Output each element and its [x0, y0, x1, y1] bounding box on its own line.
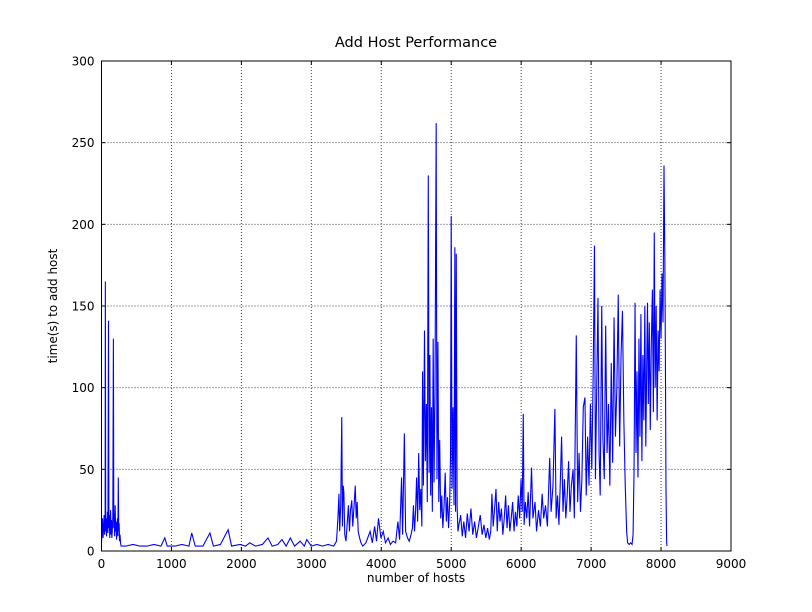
- x-tick-label: 1000: [156, 557, 187, 571]
- y-tick-label: 150: [72, 300, 95, 314]
- chart-title: Add Host Performance: [335, 35, 497, 51]
- x-tick-label: 0: [98, 557, 106, 571]
- x-tick-label: 3000: [296, 557, 327, 571]
- y-tick-label: 100: [72, 381, 95, 395]
- x-tick-label: 6000: [506, 557, 537, 571]
- tick-label-layer: 0 1000 2000 3000 4000 5000 6000 7000 8000 9000 0 50…: [72, 55, 747, 572]
- y-tick-label: 50: [79, 463, 94, 477]
- grid-layer: [101, 61, 731, 551]
- y-tick-label: 200: [72, 218, 95, 232]
- x-tick-label: 9000: [716, 557, 747, 571]
- series-layer: [100, 123, 668, 548]
- y-tick-label: 300: [72, 55, 95, 69]
- x-axis-label: number of hosts: [367, 571, 465, 585]
- tick-layer: [101, 60, 732, 552]
- y-tick-label: 250: [72, 136, 95, 150]
- x-tick-label: 2000: [226, 557, 257, 571]
- x-tick-label: 7000: [576, 557, 607, 571]
- x-tick-label: 8000: [646, 557, 677, 571]
- y-axis-label: time(s) to add host: [46, 248, 60, 363]
- x-tick-label: 4000: [366, 557, 397, 571]
- x-tick-label: 5000: [436, 557, 467, 571]
- data-series: [100, 123, 668, 548]
- y-tick-label: 0: [87, 545, 95, 559]
